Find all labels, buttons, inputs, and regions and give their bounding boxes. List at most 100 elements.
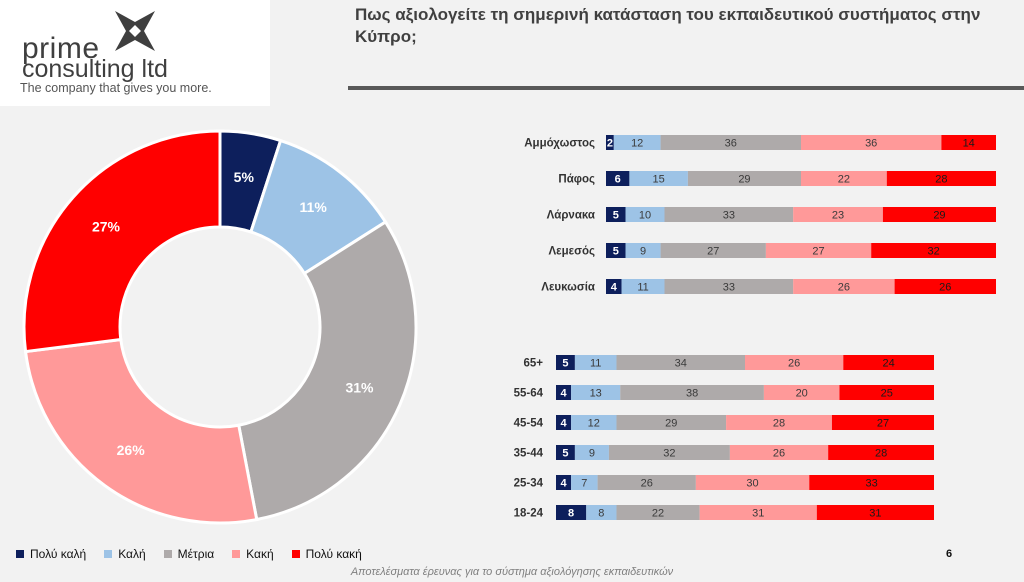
bar-segment bbox=[571, 415, 617, 430]
bar-segment bbox=[597, 475, 696, 490]
company-logo: prime consulting ltd The company that gi… bbox=[0, 0, 270, 106]
legend-label: Μέτρια bbox=[177, 547, 215, 561]
title-divider bbox=[348, 86, 1024, 90]
bar-category-label: 55-64 bbox=[514, 388, 544, 400]
bar-segment bbox=[828, 445, 934, 460]
bar-category-label: Πάφος bbox=[558, 174, 595, 186]
legend-swatch bbox=[232, 550, 241, 558]
bar-data-label: 4 bbox=[560, 478, 567, 490]
donut-data-label: 11% bbox=[300, 199, 328, 215]
donut-chart: 5% 11% 31% 26% 27% bbox=[22, 129, 418, 525]
legend-label: Κακή bbox=[246, 547, 274, 561]
bar-data-label: 22 bbox=[652, 508, 664, 520]
donut-data-label: 5% bbox=[234, 169, 255, 185]
bar-data-label: 31 bbox=[752, 508, 764, 520]
bar-segment bbox=[556, 475, 572, 490]
bar-data-label: 15 bbox=[653, 174, 665, 186]
bar-category-label: 45-54 bbox=[514, 418, 544, 430]
bar-segment bbox=[695, 475, 810, 490]
bar-segment bbox=[793, 279, 895, 294]
legend-item: Πολύ κακή bbox=[291, 547, 362, 561]
bar-data-label: 26 bbox=[838, 282, 850, 294]
age-bar-chart: 65+ 5 11 34 26 24 55-64 4 13 38 20 25 45-54 4 12 29 28 27… bbox=[514, 355, 934, 520]
bar-segment bbox=[620, 385, 764, 400]
bar-data-label: 5 bbox=[562, 358, 568, 370]
bar-data-label: 27 bbox=[707, 246, 719, 258]
bar-segment bbox=[664, 279, 794, 294]
bar-data-label: 29 bbox=[933, 210, 945, 222]
bar-segment bbox=[843, 355, 934, 370]
bar-data-label: 28 bbox=[773, 418, 785, 430]
bar-data-label: 5 bbox=[613, 246, 619, 258]
bar-data-label: 26 bbox=[939, 282, 951, 294]
logo-tagline: The company that gives you more. bbox=[20, 81, 212, 95]
bar-segment bbox=[699, 505, 817, 520]
page-number: 6 bbox=[946, 548, 953, 560]
bar-segment bbox=[586, 505, 617, 520]
logo-text-prime: prime bbox=[22, 32, 100, 65]
bar-segment bbox=[726, 415, 832, 430]
bar-data-label: 29 bbox=[738, 174, 750, 186]
bar-segment bbox=[801, 171, 887, 186]
bar-data-label: 36 bbox=[865, 138, 877, 150]
bar-segment bbox=[687, 171, 801, 186]
bar-data-label: 9 bbox=[589, 448, 595, 460]
bar-segment bbox=[941, 135, 996, 150]
bar-category-label: 18-24 bbox=[514, 508, 544, 520]
bar-segment bbox=[616, 505, 700, 520]
bar-data-label: 13 bbox=[590, 388, 602, 400]
footer-caption: Αποτελέσματα έρευνας για το σύστημα αξιο… bbox=[350, 566, 674, 578]
bar-segment bbox=[608, 445, 730, 460]
bar-data-label: 31 bbox=[869, 508, 881, 520]
bar-segment bbox=[616, 415, 727, 430]
legend-swatch bbox=[104, 550, 113, 558]
bar-segment bbox=[763, 385, 840, 400]
bar-data-label: 4 bbox=[560, 418, 567, 430]
bar-data-label: 26 bbox=[788, 358, 800, 370]
bar-data-label: 5 bbox=[562, 448, 568, 460]
bar-data-label: 12 bbox=[588, 418, 600, 430]
bar-segment bbox=[660, 243, 766, 258]
bar-segment bbox=[625, 243, 661, 258]
bar-segment bbox=[839, 385, 934, 400]
bar-data-label: 28 bbox=[935, 174, 947, 186]
bar-data-label: 2 bbox=[607, 138, 613, 150]
bar-segment bbox=[606, 135, 614, 150]
bar-category-label: 65+ bbox=[523, 358, 543, 370]
bar-data-label: 33 bbox=[723, 210, 735, 222]
donut-slice bbox=[22, 129, 222, 354]
donut-data-label: 26% bbox=[117, 442, 146, 458]
legend-swatch bbox=[163, 550, 172, 558]
bar-data-label: 32 bbox=[663, 448, 675, 460]
bar-data-label: 10 bbox=[639, 210, 651, 222]
bar-data-label: 4 bbox=[611, 282, 618, 294]
legend-label: Καλή bbox=[118, 547, 146, 561]
bar-category-label: Λευκωσία bbox=[541, 282, 595, 294]
logo-star-icon bbox=[115, 11, 155, 51]
bar-segment bbox=[816, 505, 934, 520]
bar-category-label: 35-44 bbox=[514, 448, 544, 460]
legend-swatch bbox=[16, 550, 24, 558]
bar-segment bbox=[574, 445, 609, 460]
legend-item: Κακή bbox=[232, 547, 274, 561]
legend-item: Καλή bbox=[104, 547, 146, 561]
donut-data-label: 27% bbox=[92, 218, 121, 234]
bar-segment bbox=[606, 207, 626, 222]
bar-segment bbox=[886, 171, 996, 186]
bar-segment bbox=[606, 279, 622, 294]
chart-legend: Πολύ καλή Καλή Μέτρια Κακή Πολύ κακή bbox=[16, 547, 362, 561]
bar-data-label: 33 bbox=[723, 282, 735, 294]
bar-data-label: 33 bbox=[866, 478, 878, 490]
bar-data-label: 23 bbox=[832, 210, 844, 222]
bar-category-label: Λάρνακα bbox=[547, 210, 595, 222]
legend-label: Πολύ καλή bbox=[30, 547, 87, 561]
legend-label: Πολύ κακή bbox=[305, 547, 362, 561]
bar-data-label: 25 bbox=[881, 388, 893, 400]
donut-slice bbox=[236, 219, 418, 522]
bar-segment bbox=[606, 243, 626, 258]
bar-data-label: 32 bbox=[927, 246, 939, 258]
bar-data-label: 22 bbox=[838, 174, 850, 186]
bar-segment bbox=[571, 475, 598, 490]
bar-data-label: 27 bbox=[877, 418, 889, 430]
bar-segment bbox=[556, 415, 572, 430]
